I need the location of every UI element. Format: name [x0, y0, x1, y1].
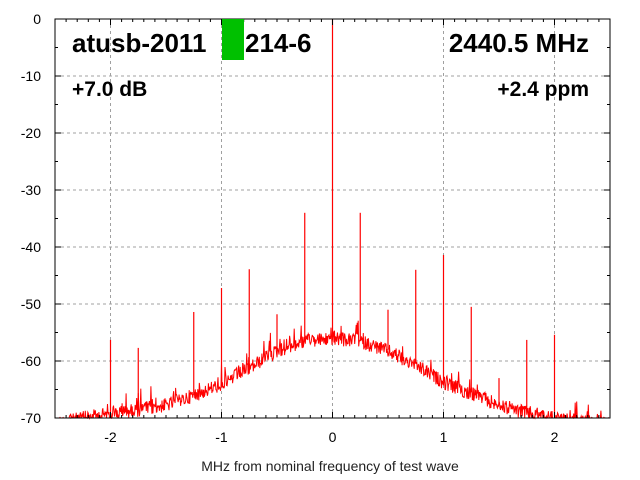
x-tick-label: 0 [329, 429, 337, 445]
spectrum-trace [55, 320, 610, 420]
x-tick-label: -2 [104, 429, 117, 445]
y-tick-label: -20 [21, 125, 41, 141]
subtitle-left: +7.0 dB [72, 78, 147, 101]
x-tick-label: -1 [215, 429, 228, 445]
ticks: -2 -1 0 1 20-10-20-30-40-50-60-70 [21, 11, 611, 445]
y-tick-label: -50 [21, 296, 41, 312]
noise-trace [55, 320, 610, 420]
subtitle-right: +2.4 ppm [497, 78, 589, 101]
x-tick-label: 2 [551, 429, 559, 445]
y-tick-label: -10 [21, 68, 41, 84]
y-tick-label: -60 [21, 353, 41, 369]
x-tick-label: 1 [440, 429, 448, 445]
title-left: atusb-2011 [72, 28, 206, 58]
y-tick-label: -70 [21, 410, 41, 426]
marker-box [222, 19, 244, 60]
title-left-suffix: 214-6 [245, 28, 312, 58]
spurs [109, 19, 556, 417]
x-axis-label: MHz from nominal frequency of test wave [201, 458, 459, 474]
y-tick-label: 0 [33, 11, 41, 27]
title-right: 2440.5 MHz [449, 28, 589, 58]
y-tick-label: -40 [21, 239, 41, 255]
y-tick-label: -30 [21, 182, 41, 198]
